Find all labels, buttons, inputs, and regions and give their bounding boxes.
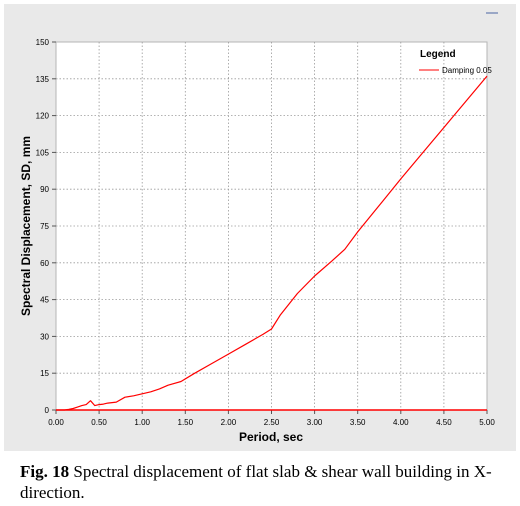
x-axis-title: Period, sec (239, 430, 303, 444)
x-tick-label: 4.50 (436, 418, 452, 427)
y-tick-label: 150 (36, 38, 50, 47)
x-tick-label: 0.50 (91, 418, 107, 427)
y-tick-label: 90 (40, 185, 49, 194)
x-tick-label: 2.50 (264, 418, 280, 427)
chart-svg: 0.00 0.50 1.00 1.50 2.00 2.50 3.00 3.50 4.00 4.50… (19, 38, 495, 444)
chart-frame: 0.00 0.50 1.00 1.50 2.00 2.50 3.00 3.50 4.00 4.50… (4, 4, 516, 451)
y-tick-label: 75 (40, 222, 49, 231)
y-tick-labels: 0 15 30 45 60 75 90 105 120 135 150 (36, 38, 50, 415)
y-axis-title: Spectral Displacement, SD, mm (19, 136, 33, 316)
y-tick-label: 30 (40, 332, 49, 341)
x-tick-label: 5.00 (479, 418, 495, 427)
figure-label: Fig. 18 (20, 462, 70, 481)
legend-title: Legend (420, 49, 456, 60)
y-tick-label: 0 (45, 406, 50, 415)
legend: Legend Damping 0.05 (419, 49, 492, 75)
figure-caption: Fig. 18 Spectral displacement of flat sl… (20, 461, 504, 503)
figure-caption-text: Spectral displacement of flat slab & she… (20, 462, 492, 502)
x-tick-label: 1.00 (134, 418, 150, 427)
x-tick-label: 3.50 (350, 418, 366, 427)
y-tick-label: 105 (36, 148, 50, 157)
y-tick-label: 45 (40, 296, 49, 305)
series-layer (56, 75, 488, 411)
x-tick-label: 3.00 (307, 418, 323, 427)
x-tick-label: 0.00 (48, 418, 64, 427)
y-tick-label: 135 (36, 75, 50, 84)
x-tick-label: 1.50 (178, 418, 194, 427)
x-tick-label: 4.00 (393, 418, 409, 427)
y-tick-label: 120 (36, 112, 50, 121)
y-tick-label: 15 (40, 369, 49, 378)
x-tick-labels: 0.00 0.50 1.00 1.50 2.00 2.50 3.00 3.50 4.00 4.50… (48, 418, 495, 427)
legend-entry-label: Damping 0.05 (442, 66, 492, 75)
corner-mark (486, 12, 498, 14)
plot-area (55, 41, 488, 411)
y-tick-label: 60 (40, 259, 49, 268)
x-tick-label: 2.00 (221, 418, 237, 427)
series-line-damping (56, 75, 488, 411)
